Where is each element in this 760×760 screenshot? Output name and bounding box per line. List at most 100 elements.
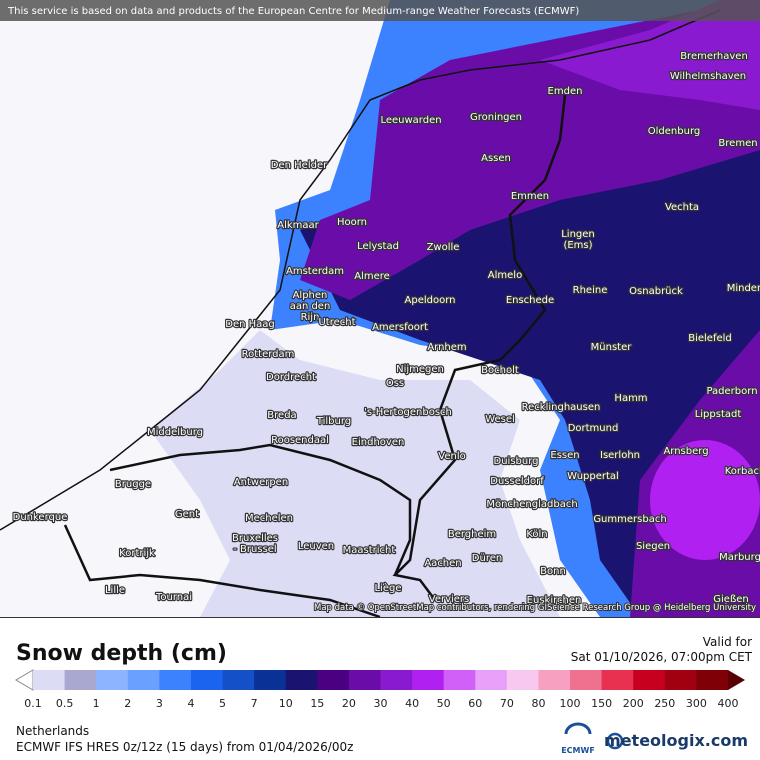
city-label: Emden — [548, 86, 583, 97]
city-label: Wesel — [485, 414, 515, 425]
city-label: Lingen — [561, 229, 595, 240]
colorbar-cell — [222, 670, 255, 690]
colorbar-cell — [190, 670, 224, 690]
snow-magenta-north — [540, 0, 760, 110]
city-label: Essen — [550, 450, 579, 461]
city-label: - Brussel — [233, 544, 276, 555]
city-label: Lippstadt — [695, 409, 742, 420]
city-label: Leuven — [298, 541, 334, 552]
city-label: Paderborn — [706, 386, 757, 397]
city-label: Gummersbach — [593, 514, 666, 525]
colorbar: 0.1 0.5 1 2 3 4 5 7 10 15 20 30 40 50 60 70 80 100 150 200 2… — [15, 669, 745, 710]
brand-icon — [606, 732, 624, 750]
colorbar-cell — [664, 670, 697, 690]
city-label: Zwolle — [427, 242, 460, 253]
brand[interactable]: meteologix.com — [604, 731, 748, 750]
city-label: Dordrecht — [266, 372, 316, 383]
city-label: Aachen — [424, 558, 461, 569]
city-label: Liège — [374, 582, 401, 594]
ecmwf-logo-mark — [564, 722, 592, 735]
colorbar-level: 10 — [279, 697, 293, 710]
colorbar-cell — [412, 670, 445, 690]
city-label: Assen — [481, 153, 511, 164]
city-label: Emmen — [511, 191, 549, 202]
valid-time: Sat 01/10/2026, 07:00pm CET — [571, 650, 753, 664]
attribution: Map data © OpenStreetMap contributors, r… — [314, 603, 756, 613]
colorbar-level: 0.5 — [56, 697, 74, 710]
header-bar — [0, 0, 760, 21]
city-label: Bremen — [718, 138, 757, 149]
city-label: Leeuwarden — [380, 115, 441, 126]
border-nl-de — [392, 94, 567, 601]
colorbar-cell — [475, 670, 508, 690]
city-label: Korbach — [725, 466, 760, 477]
city-label: Roosendaal — [271, 435, 329, 446]
colorbar-level: 1 — [93, 697, 100, 710]
city-label: Münster — [591, 342, 633, 353]
city-label: Venlo — [438, 451, 465, 462]
colorbar-level: 5 — [219, 697, 226, 710]
colorbar-cell — [64, 670, 97, 690]
city-label: Lelystad — [357, 241, 399, 252]
city-label: Bremerhaven — [680, 51, 748, 62]
city-label: Oldenburg — [648, 126, 700, 137]
colorbar-high-arrow — [728, 670, 745, 690]
snow-light — [150, 330, 560, 617]
colorbar-level: 20 — [342, 697, 356, 710]
city-label: Alphen — [293, 290, 328, 301]
city-label: Breda — [267, 410, 296, 421]
border-be-fr — [63, 524, 381, 617]
city-label: 's-Hertogenbosch — [364, 407, 452, 418]
city-label: Utrecht — [318, 317, 355, 328]
colorbar-cell — [285, 670, 318, 690]
colorbar-level: 2 — [124, 697, 131, 710]
city-label: Bonn — [540, 566, 566, 577]
city-label: Osnabrück — [629, 286, 683, 297]
colorbar-level: 200 — [623, 697, 644, 710]
city-label: (Ems) — [563, 240, 592, 251]
colorbar-level: 4 — [187, 697, 194, 710]
city-label: Recklinghausen — [522, 402, 601, 413]
city-label: Amsterdam — [286, 266, 344, 277]
city-label: Gießen — [713, 594, 748, 605]
city-label: Den Helder — [271, 160, 328, 171]
city-label: Bergheim — [448, 529, 496, 540]
city-label: Wuppertal — [567, 471, 619, 482]
colorbar-level: 0.1 — [24, 697, 42, 710]
city-label: Vechta — [665, 202, 699, 213]
colorbar-level: 300 — [686, 697, 707, 710]
city-label: Groningen — [470, 112, 522, 123]
colorbar-level: 400 — [718, 697, 739, 710]
colorbar-cell — [538, 670, 571, 690]
colorbar-cell — [570, 670, 603, 690]
city-label: Hoorn — [337, 217, 367, 228]
city-label: Almere — [354, 271, 390, 282]
colorbar-level: 7 — [251, 697, 258, 710]
city-label: Verviers — [429, 594, 470, 605]
colorbar-level: 3 — [156, 697, 163, 710]
city-label: Brugge — [115, 479, 151, 490]
city-label: Rijn — [301, 312, 320, 323]
city-label: Hamm — [614, 393, 647, 404]
colorbar-level: 250 — [654, 697, 675, 710]
colorbar-level: 100 — [560, 697, 581, 710]
colorbar-level: 60 — [468, 697, 482, 710]
map: Bremerhaven Wilhelmshaven Emden Leeuwarden G… — [0, 0, 760, 617]
city-label: Oss — [386, 378, 404, 389]
city-label: Euskirchen — [527, 595, 582, 606]
colorbar-level: 50 — [437, 697, 451, 710]
city-label: Mönchengladbach — [486, 499, 577, 510]
city-label: Bielefeld — [688, 333, 732, 344]
city-label: Düren — [472, 553, 502, 564]
city-label: Rotterdam — [242, 349, 295, 360]
colorbar-low-arrow — [15, 669, 34, 691]
colorbar-level: 15 — [310, 697, 324, 710]
city-label: Antwerpen — [234, 477, 288, 488]
city-label: Dortmund — [568, 423, 619, 434]
colorbar-cell — [633, 670, 666, 690]
city-label: Mechelen — [245, 513, 293, 524]
colorbar-cell — [96, 670, 129, 690]
snow-magenta — [650, 440, 760, 560]
city-label: aan den — [290, 301, 331, 312]
